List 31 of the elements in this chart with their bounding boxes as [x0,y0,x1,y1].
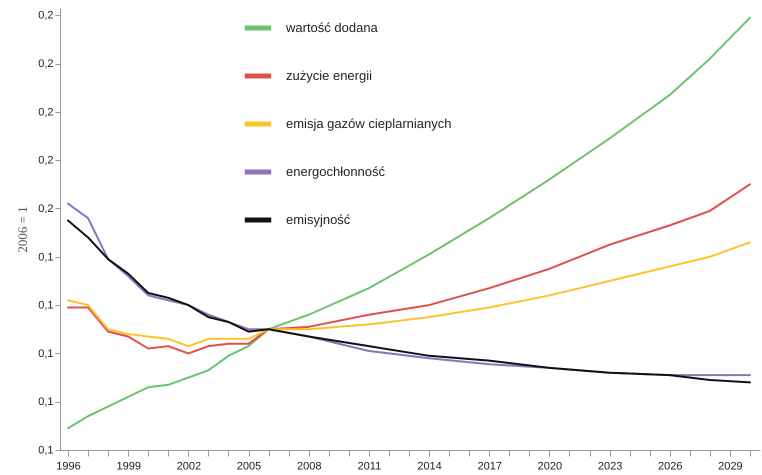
x-tick-label: 2029 [718,460,743,472]
x-tick-label: 2026 [658,460,682,472]
legend-label: zużycie energii [286,68,372,83]
x-tick-label: 2023 [598,460,622,472]
legend-label: emisyjność [286,212,351,227]
y-tick-label: 0,1 [38,396,54,408]
legend-label: emisja gazów cieplarnianych [286,116,452,131]
y-tick-label: 0,2 [38,10,54,22]
x-tick-label: 2008 [296,460,322,472]
x-tick-label: 2005 [236,460,262,472]
y-tick-label: 0,1 [38,300,54,312]
legend-label: energochłonność [286,164,386,179]
y-axis-title: 2006 = 1 [15,206,30,253]
y-tick-label: 0,1 [38,444,54,456]
x-tick-label: 1996 [56,460,81,472]
y-tick-label: 0,1 [38,348,54,360]
x-tick-label: 1999 [116,460,141,472]
x-tick-label: 2020 [538,460,562,472]
y-tick-label: 0,2 [38,202,54,215]
line-series [67,241,751,348]
x-tick-label: 2017 [477,460,502,472]
legend-label: wartość dodana [285,20,379,35]
line-series [67,183,751,354]
x-tick-label: 2011 [358,460,382,472]
y-tick-label: 0,2 [38,106,54,118]
y-tick-label: 0,2 [38,154,54,167]
line-series [67,16,751,430]
y-tick-label: 0,1 [38,251,54,264]
x-tick-label: 2014 [417,460,442,472]
x-tick-label: 2002 [176,460,202,472]
y-tick-label: 0,2 [38,58,54,70]
